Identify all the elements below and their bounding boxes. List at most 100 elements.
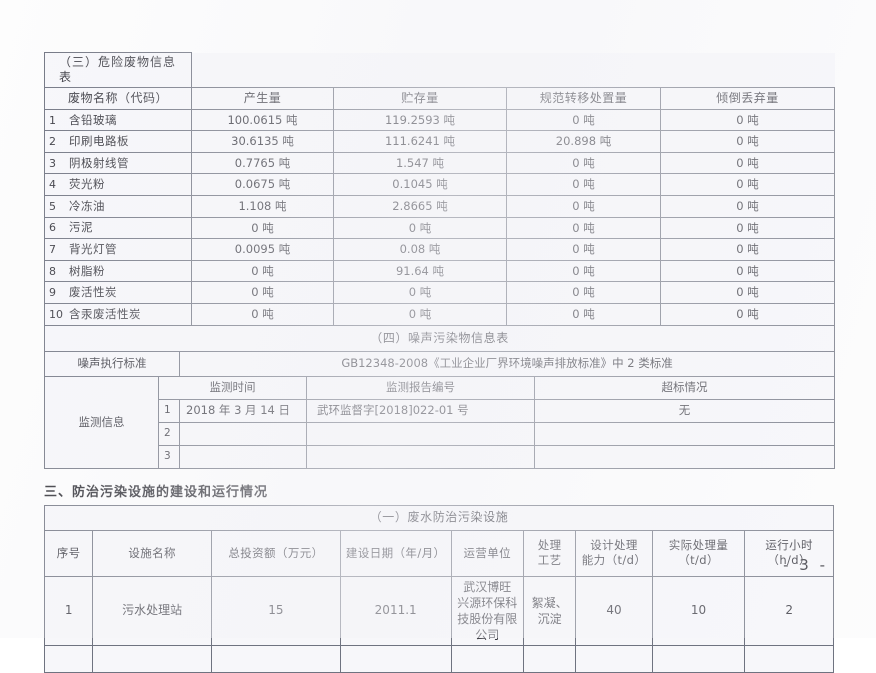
row-index: 1 — [49, 113, 56, 127]
empty-cell — [450, 645, 524, 673]
dumped-amount: 0 吨 — [660, 108, 835, 132]
empty-cell — [651, 645, 746, 673]
empty-cell — [92, 645, 213, 673]
monitoring-row: 3 — [45, 444, 836, 469]
row-index: 6 — [49, 221, 56, 235]
facility-header-row: 序号 设施名称 总投资额（万元） 建设日期（年/月） 运营单位 处理 工艺 设计… — [43, 529, 834, 577]
column-header-stored: 贮存量 — [333, 87, 507, 110]
table-row: 9 废活性炭 0 吨 0 吨 0 吨 0 吨 — [44, 281, 835, 304]
dumped-amount: 0 吨 — [660, 259, 835, 283]
facility-build-date: 2011.1 — [339, 575, 452, 647]
hazardous-waste-table: （三）危险废物信息表 废物名称（代码） 产生量 贮存量 规范转移处置量 倾倒丢弃… — [44, 52, 835, 326]
row-index: 2 — [49, 135, 56, 149]
waste-name-cell: 7 背光灯管 — [44, 238, 192, 261]
table-row: 1 污水处理站 15 2011.1 武汉博旺 兴源环保科 技股份有限 公司 絮凝… — [43, 575, 834, 647]
waste-name: 污泥 — [69, 220, 93, 235]
stored-amount: 2.8665 吨 — [333, 194, 507, 218]
dumped-amount: 0 吨 — [660, 130, 835, 153]
facility-running-hours: 2 — [744, 575, 834, 647]
monitoring-header-row: 监测信息 监测时间 监测报告编号 超标情况 — [44, 375, 836, 469]
stored-amount: 0 吨 — [333, 216, 507, 240]
transferred-amount: 0 吨 — [506, 173, 661, 196]
row-index: 4 — [49, 178, 56, 192]
monitoring-report-no: 武环监督字[2018]022-01 号 — [306, 398, 535, 423]
exceedance-status — [533, 421, 836, 446]
dumped-amount: 0 吨 — [660, 281, 835, 304]
generated-amount: 0 吨 — [191, 216, 334, 240]
hours-header-line1: 运行小时 — [765, 537, 813, 552]
waste-name-cell: 9 废活性炭 — [44, 281, 192, 304]
column-header-actual-volume: 实际处理量 （t/d） — [651, 529, 746, 577]
stored-amount: 0.1045 吨 — [333, 173, 507, 196]
column-header-process: 处理 工艺 — [522, 529, 577, 577]
spacer-cell — [191, 52, 334, 88]
facility-actual-volume: 10 — [651, 575, 746, 647]
row-index: 8 — [49, 264, 56, 278]
waste-name-cell: 1 含铅玻璃 — [44, 108, 192, 132]
facility-investment: 15 — [211, 575, 341, 647]
row-index: 9 — [49, 286, 56, 300]
transferred-amount: 0 吨 — [506, 259, 661, 283]
process-header-line1: 处理 — [537, 537, 562, 552]
waste-name: 废活性炭 — [69, 285, 117, 300]
waste-name: 含汞废活性炭 — [69, 306, 141, 321]
facility-process: 絮凝、 沉淀 — [522, 575, 577, 647]
waste-name: 荧光粉 — [69, 177, 105, 192]
waste-name-cell: 3 阴极射线管 — [44, 151, 192, 175]
operator-line2: 兴源环保科 — [457, 595, 518, 610]
process-header-line2: 工艺 — [537, 553, 562, 568]
monitoring-report-no — [306, 421, 535, 446]
noise-title-row: （四）噪声污染物信息表 — [43, 324, 836, 352]
table-row: 10 含汞废活性炭 0 吨 0 吨 0 吨 0 吨 — [44, 302, 835, 326]
monitoring-row: 2 — [45, 421, 836, 446]
waste-name: 含铅玻璃 — [69, 112, 117, 127]
report-content: （三）危险废物信息表 废物名称（代码） 产生量 贮存量 规范转移处置量 倾倒丢弃… — [43, 52, 836, 673]
column-header-investment: 总投资额（万元） — [211, 529, 341, 577]
dumped-amount: 0 吨 — [660, 216, 835, 240]
column-header-operator: 运营单位 — [450, 529, 524, 577]
page-number: - 3 - — [783, 556, 828, 574]
design-header-line2: 能力（t/d） — [581, 553, 647, 568]
transferred-amount: 0 吨 — [506, 151, 661, 175]
dumped-amount: 0 吨 — [660, 151, 835, 175]
monitoring-time — [179, 421, 307, 446]
stored-amount: 119.2593 吨 — [333, 108, 507, 132]
exceedance-status: 无 — [533, 398, 836, 423]
table-row: 6 污泥 0 吨 0 吨 0 吨 0 吨 — [44, 216, 835, 240]
column-header-waste-name: 废物名称（代码） — [44, 87, 192, 110]
hazardous-waste-title-row: （三）危险废物信息表 — [44, 52, 835, 88]
transferred-amount: 0 吨 — [506, 238, 661, 261]
facility-name: 污水处理站 — [92, 575, 213, 647]
table-row: 2 印刷电路板 30.6135 吨 111.6241 吨 20.898 吨 0 吨 — [44, 130, 835, 153]
generated-amount: 1.108 吨 — [191, 194, 334, 218]
operator-line3: 技股份有限 — [457, 611, 518, 626]
stored-amount: 111.6241 吨 — [333, 130, 507, 153]
monitoring-report-no — [306, 444, 535, 469]
wastewater-facility-table: （一）废水防治污染设施 序号 设施名称 总投资额（万元） 建设日期（年/月） 运… — [43, 504, 834, 673]
stored-amount: 0.08 吨 — [333, 238, 507, 261]
column-header-build-date: 建设日期（年/月） — [339, 529, 452, 577]
generated-amount: 30.6135 吨 — [191, 130, 334, 153]
waste-name: 树脂粉 — [69, 263, 105, 278]
column-header-generated: 产生量 — [191, 87, 334, 110]
table-row-empty — [43, 645, 834, 673]
exceedance-status — [533, 444, 836, 469]
column-header-facility-name: 设施名称 — [92, 529, 213, 577]
dumped-amount: 0 吨 — [660, 173, 835, 196]
facility-seq: 1 — [43, 575, 94, 647]
empty-cell — [575, 645, 653, 673]
stored-amount: 0 吨 — [333, 281, 507, 304]
facility-operator: 武汉博旺 兴源环保科 技股份有限 公司 — [450, 575, 524, 647]
empty-cell — [339, 645, 452, 673]
generated-amount: 0 吨 — [191, 259, 334, 283]
transferred-amount: 0 吨 — [506, 216, 661, 240]
generated-amount: 0.0675 吨 — [191, 173, 334, 196]
actual-header-line1: 实际处理量 — [668, 537, 729, 552]
waste-name-cell: 4 荧光粉 — [44, 173, 192, 196]
spacer-cell — [660, 52, 835, 88]
monitoring-time: 2018 年 3 月 14 日 — [179, 398, 307, 423]
stored-amount: 0 吨 — [333, 302, 507, 326]
table-row: 5 冷冻油 1.108 吨 2.8665 吨 0 吨 0 吨 — [44, 194, 835, 218]
generated-amount: 0 吨 — [191, 302, 334, 326]
